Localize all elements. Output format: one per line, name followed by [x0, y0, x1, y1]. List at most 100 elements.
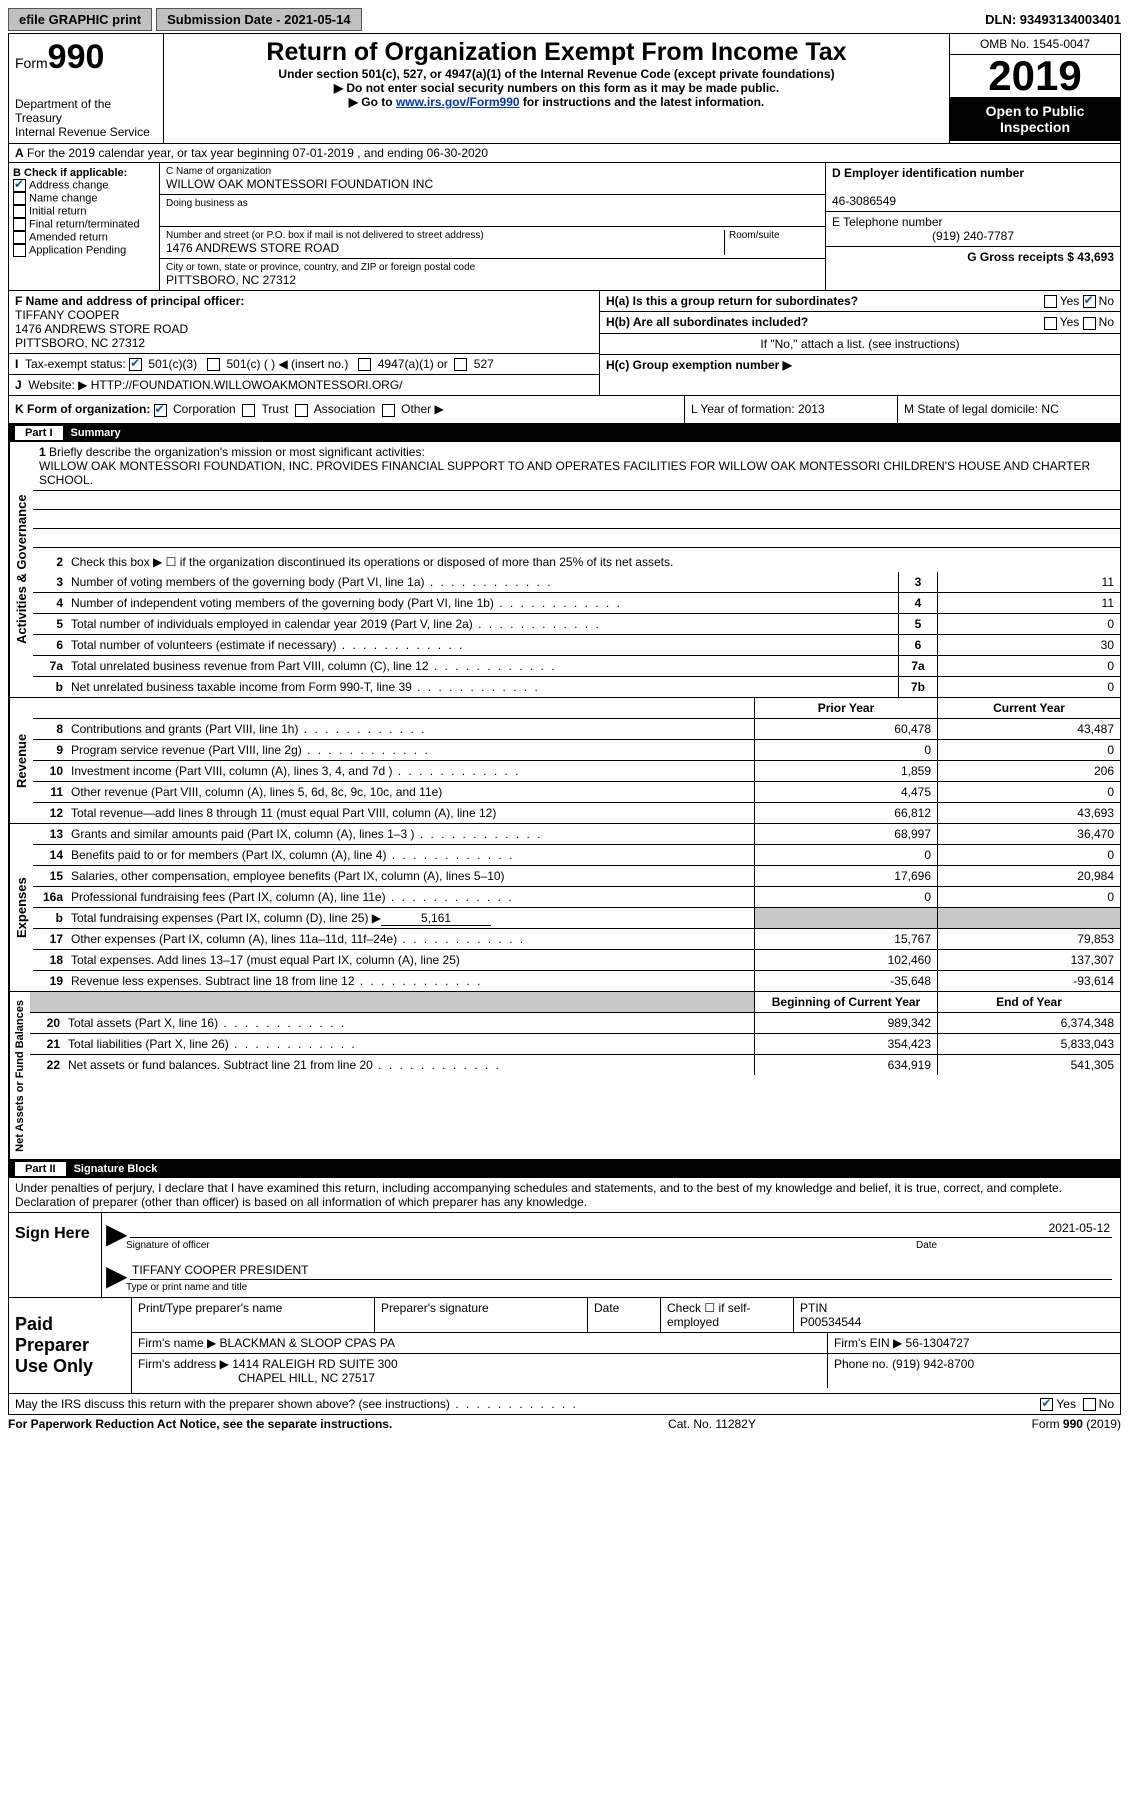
box-defg: D Employer identification number 46-3086…	[826, 163, 1120, 290]
part-2-header: Part IISignature Block	[9, 1160, 1120, 1178]
box-b: B Check if applicable: Address change Na…	[9, 163, 160, 290]
line9: Program service revenue (Part VIII, line…	[67, 740, 754, 760]
val3: 11	[937, 572, 1120, 592]
irs-link[interactable]: www.irs.gov/Form990	[396, 95, 520, 109]
check-name-change[interactable]	[13, 192, 26, 205]
side-net-assets: Net Assets or Fund Balances	[9, 992, 30, 1160]
c8: 43,487	[937, 719, 1120, 739]
line1-label: Briefly describe the organization's miss…	[49, 445, 425, 459]
dept-treasury: Department of the Treasury	[15, 97, 157, 125]
check-corp[interactable]	[154, 404, 167, 417]
irs-label: Internal Revenue Service	[15, 125, 157, 139]
check-address-change[interactable]	[13, 179, 26, 192]
line12: Total revenue—add lines 8 through 11 (mu…	[67, 803, 754, 823]
header-right: OMB No. 1545-0047 2019 Open to PublicIns…	[950, 34, 1120, 143]
row-k: K Form of organization: Corporation Trus…	[9, 396, 685, 422]
subtitle-3: ▶ Go to www.irs.gov/Form990 for instruct…	[174, 95, 939, 109]
header-title-block: Return of Organization Exempt From Incom…	[164, 34, 950, 143]
form-container: Form990 Department of the Treasury Inter…	[8, 33, 1121, 1415]
val7a: 0	[937, 656, 1120, 676]
ein-label: D Employer identification number	[832, 166, 1024, 180]
line18: Total expenses. Add lines 13–17 (must eq…	[67, 950, 754, 970]
subtitle-1: Under section 501(c), 527, or 4947(a)(1)…	[174, 67, 939, 81]
p22: 634,919	[754, 1055, 937, 1075]
c12: 43,693	[937, 803, 1120, 823]
c20: 6,374,348	[937, 1013, 1120, 1033]
dba-label: Doing business as	[166, 198, 819, 209]
check-other-org[interactable]	[382, 404, 395, 417]
check-hb-no[interactable]	[1083, 317, 1096, 330]
check-trust[interactable]	[242, 404, 255, 417]
sig-officer-label: Signature of officer	[126, 1240, 916, 1251]
line13: Grants and similar amounts paid (Part IX…	[67, 824, 754, 844]
box-h: H(a) Is this a group return for subordin…	[600, 291, 1120, 395]
box-b-title: B Check if applicable:	[13, 167, 127, 179]
line22: Net assets or fund balances. Subtract li…	[64, 1055, 754, 1075]
check-4947[interactable]	[358, 358, 371, 371]
check-final-return[interactable]	[13, 218, 26, 231]
dln-label: DLN: 93493134003401	[985, 12, 1121, 27]
p15: 17,696	[754, 866, 937, 886]
check-discuss-yes[interactable]	[1040, 1398, 1053, 1411]
val4: 11	[937, 593, 1120, 613]
check-501c[interactable]	[207, 358, 220, 371]
p16a: 0	[754, 887, 937, 907]
phone-label: E Telephone number	[832, 215, 943, 229]
p20: 989,342	[754, 1013, 937, 1033]
row-i-tax-exempt: I Tax-exempt status: 501(c)(3) 501(c) ( …	[9, 354, 599, 375]
c22: 541,305	[937, 1055, 1120, 1075]
side-expenses: Expenses	[9, 824, 33, 991]
line16b: Total fundraising expenses (Part IX, col…	[67, 908, 754, 928]
prep-date-label: Date	[588, 1298, 661, 1332]
sign-here-label: Sign Here	[9, 1213, 102, 1297]
c15: 20,984	[937, 866, 1120, 886]
c18: 137,307	[937, 950, 1120, 970]
row-a-tax-year: A For the 2019 calendar year, or tax yea…	[9, 144, 1120, 163]
efile-button[interactable]: efile GRAPHIC print	[8, 8, 152, 31]
check-ha-no[interactable]	[1083, 295, 1096, 308]
line15: Salaries, other compensation, employee b…	[67, 866, 754, 886]
check-initial-return[interactable]	[13, 205, 26, 218]
check-hb-yes[interactable]	[1044, 317, 1057, 330]
self-employed-check: Check ☐ if self-employed	[661, 1298, 794, 1332]
row-m: M State of legal domicile: NC	[898, 396, 1120, 422]
check-app-pending[interactable]	[13, 244, 26, 257]
box-f: F Name and address of principal officer:…	[9, 291, 599, 354]
val5: 0	[937, 614, 1120, 634]
line5: Total number of individuals employed in …	[67, 614, 898, 634]
line10: Investment income (Part VIII, column (A)…	[67, 761, 754, 781]
submission-date-button[interactable]: Submission Date - 2021-05-14	[156, 8, 362, 31]
check-527[interactable]	[454, 358, 467, 371]
firm-name-cell: Firm's name ▶ BLACKMAN & SLOOP CPAS PA	[132, 1333, 828, 1353]
check-amended[interactable]	[13, 231, 26, 244]
prep-name-label: Print/Type preparer's name	[132, 1298, 375, 1332]
p18: 102,460	[754, 950, 937, 970]
p10: 1,859	[754, 761, 937, 781]
line7b: Net unrelated business taxable income fr…	[67, 677, 898, 697]
c19: -93,614	[937, 971, 1120, 991]
check-assoc[interactable]	[295, 404, 308, 417]
room-label: Room/suite	[729, 230, 819, 241]
line20: Total assets (Part X, line 16)	[64, 1013, 754, 1033]
check-501c3[interactable]	[129, 358, 142, 371]
c14: 0	[937, 845, 1120, 865]
officer-name-title: TIFFANY COOPER PRESIDENT	[130, 1261, 1112, 1280]
val7b: 0	[937, 677, 1120, 697]
p9: 0	[754, 740, 937, 760]
hdr-curr: Current Year	[937, 698, 1120, 718]
prep-sig-label: Preparer's signature	[375, 1298, 588, 1332]
line6: Total number of volunteers (estimate if …	[67, 635, 898, 655]
city-value: PITTSBORO, NC 27312	[166, 273, 819, 287]
form-title: Return of Organization Exempt From Incom…	[174, 38, 939, 67]
check-ha-yes[interactable]	[1044, 295, 1057, 308]
paid-preparer-label: Paid Preparer Use Only	[9, 1298, 132, 1393]
street-label: Number and street (or P.O. box if mail i…	[166, 230, 720, 241]
line17: Other expenses (Part IX, column (A), lin…	[67, 929, 754, 949]
val6: 30	[937, 635, 1120, 655]
line2: Check this box ▶ ☐ if the organization d…	[67, 552, 1120, 572]
p17: 15,767	[754, 929, 937, 949]
hdr-end: End of Year	[937, 992, 1120, 1012]
header-left: Form990 Department of the Treasury Inter…	[9, 34, 164, 143]
check-discuss-no[interactable]	[1083, 1398, 1096, 1411]
part-1-header: Part ISummary	[9, 424, 1120, 442]
